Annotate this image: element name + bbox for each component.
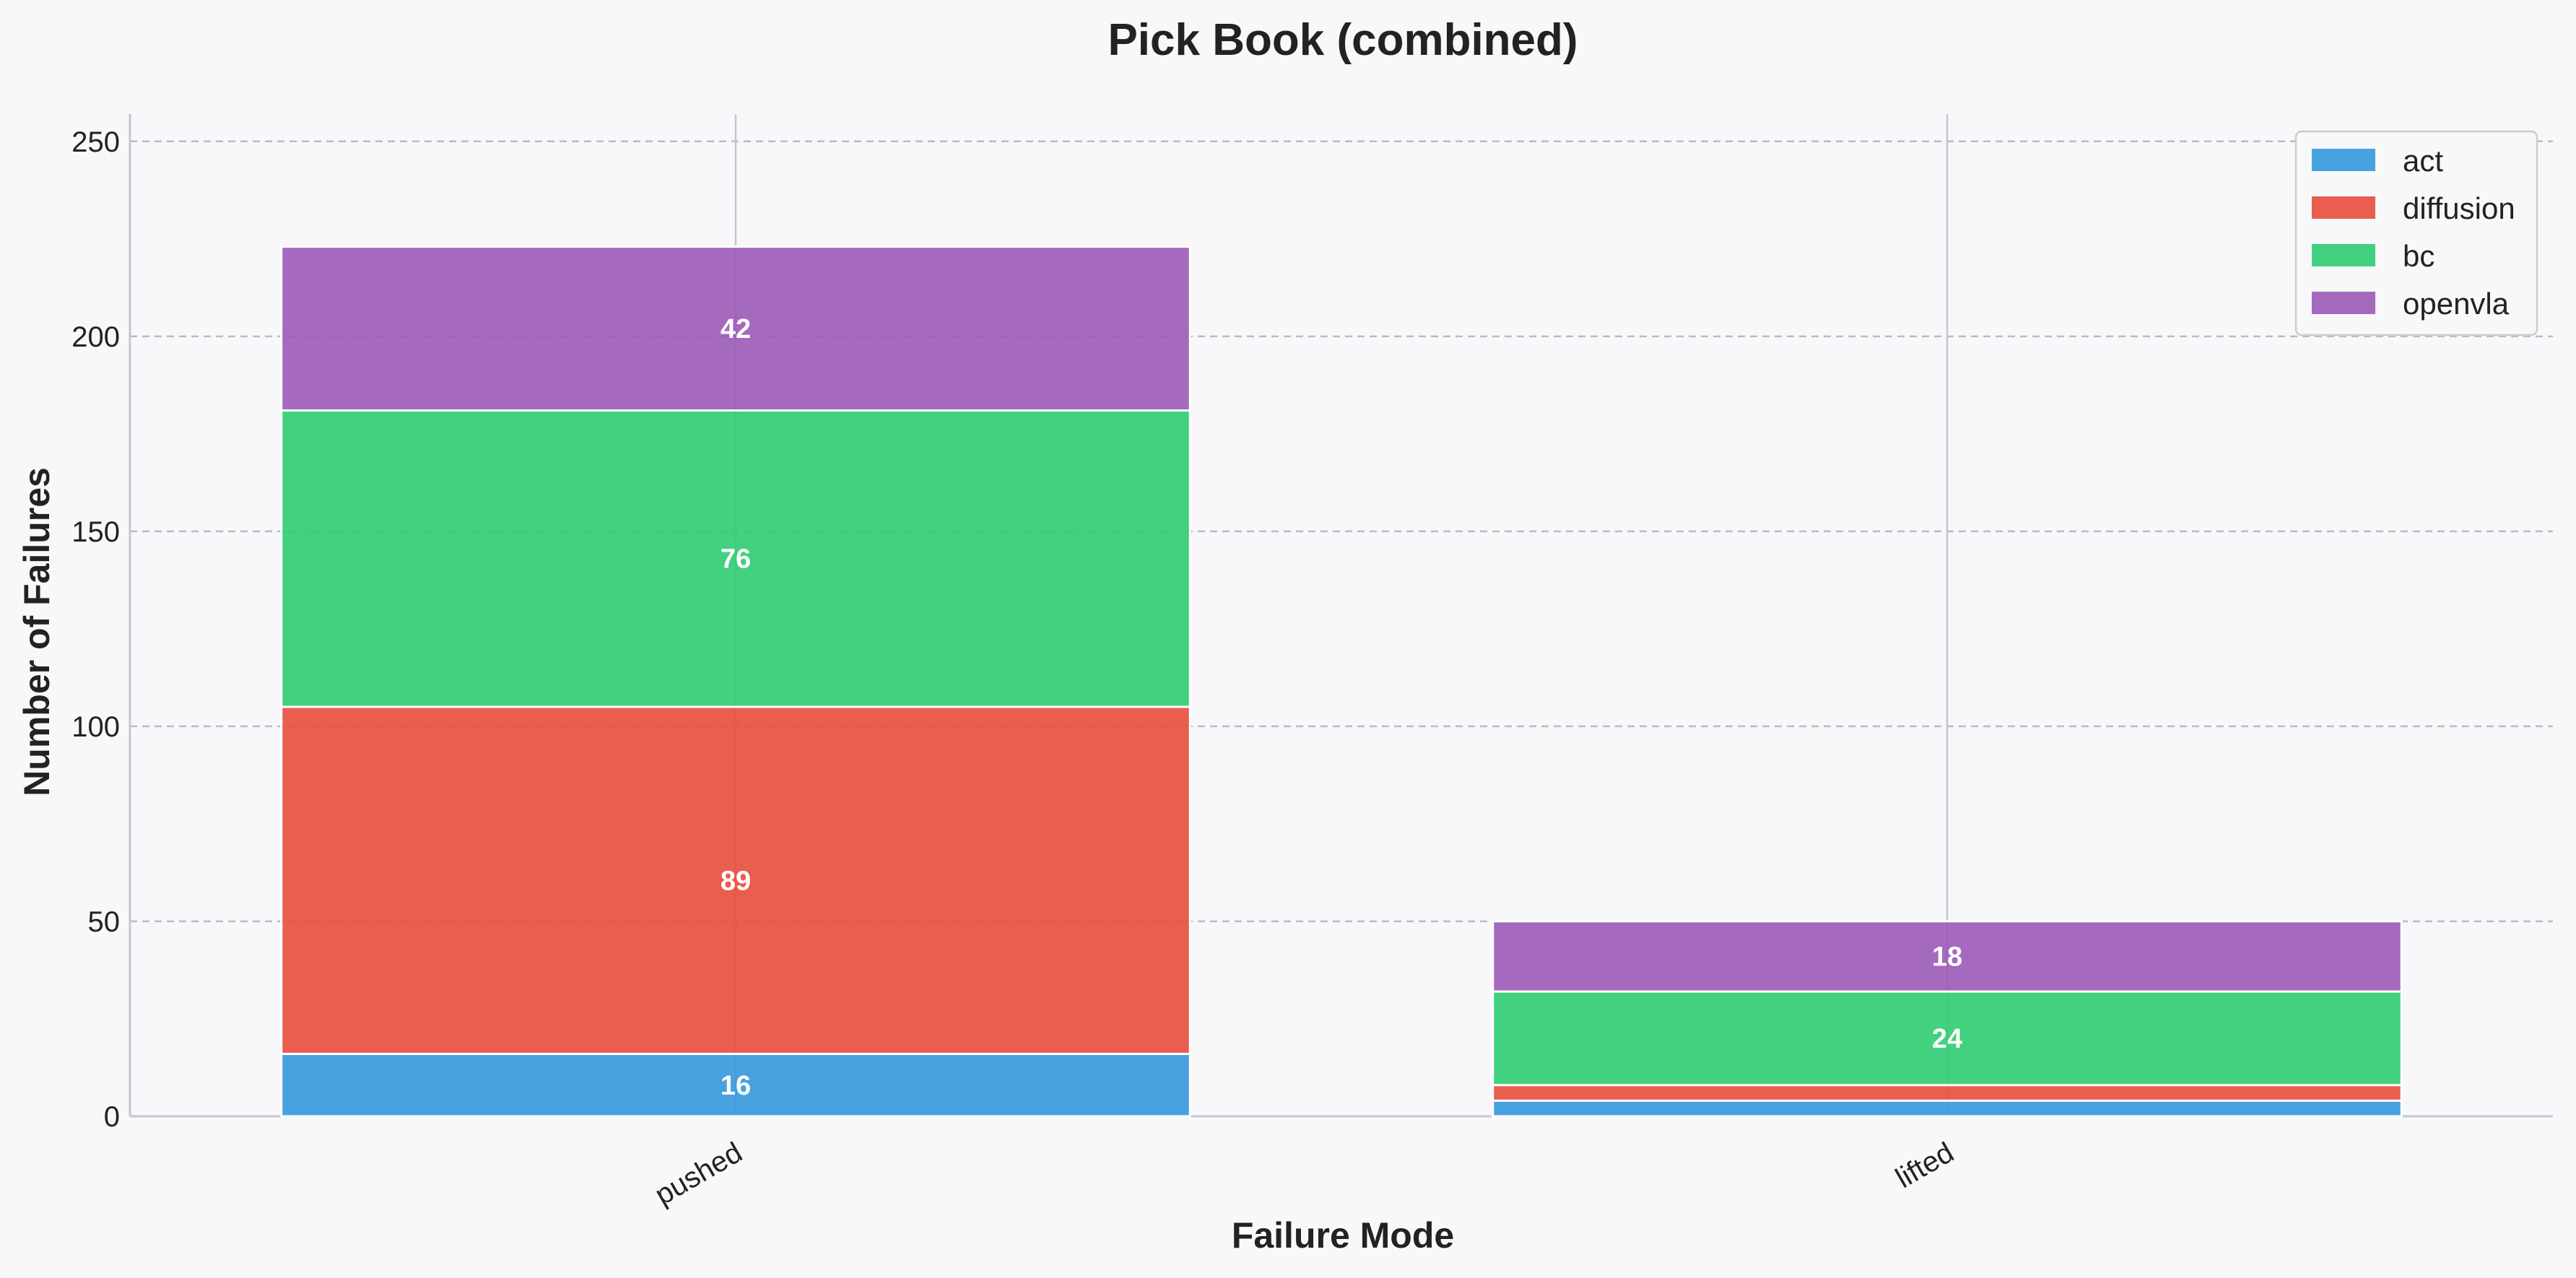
legend-swatch-openvla bbox=[2312, 292, 2375, 314]
data-label: 18 bbox=[1932, 942, 1962, 973]
legend-swatch-diffusion bbox=[2312, 196, 2375, 219]
legend-swatch-act bbox=[2312, 149, 2375, 171]
y-tick-label: 0 bbox=[104, 1101, 120, 1133]
chart-title: Pick Book (combined) bbox=[1108, 15, 1578, 65]
legend-label-bc: bc bbox=[2403, 239, 2434, 273]
bar-act-lifted bbox=[1492, 1099, 2403, 1118]
x-tick-label: pushed bbox=[650, 1136, 748, 1212]
data-label: 16 bbox=[721, 1071, 751, 1101]
y-tick-labels: 0 50 100 150 200 250 bbox=[71, 126, 120, 1133]
y-tick-label: 50 bbox=[88, 906, 121, 938]
bar-bc-pushed bbox=[280, 409, 1191, 708]
bar-act-pushed bbox=[280, 1053, 1191, 1118]
bar-bc-lifted bbox=[1492, 990, 2403, 1087]
x-axis-label: Failure Mode bbox=[1232, 1215, 1454, 1256]
legend-label-act: act bbox=[2403, 144, 2443, 178]
legend: act diffusion bc openvla bbox=[2294, 130, 2538, 336]
legend-swatch-bc bbox=[2312, 244, 2375, 266]
bar-openvla-lifted bbox=[1492, 920, 2403, 993]
bars bbox=[280, 245, 2403, 1118]
y-tick-label: 100 bbox=[71, 711, 120, 743]
y-tick-label: 250 bbox=[71, 126, 120, 158]
legend-label-diffusion: diffusion bbox=[2403, 191, 2515, 225]
y-tick-label: 150 bbox=[71, 516, 120, 548]
bar-diffusion-lifted bbox=[1492, 1084, 2403, 1102]
x-tick-label: lifted bbox=[1890, 1136, 1959, 1194]
data-label: 89 bbox=[721, 866, 751, 896]
legend-label-openvla: openvla bbox=[2403, 287, 2510, 321]
y-tick-label: 200 bbox=[71, 321, 120, 353]
data-label: 42 bbox=[721, 314, 751, 344]
y-axis-label: Number of Failures bbox=[17, 467, 57, 796]
bar-openvla-pushed bbox=[280, 245, 1191, 412]
legend-box bbox=[2294, 130, 2538, 336]
data-label: 24 bbox=[1932, 1024, 1962, 1054]
data-labels: 16 89 76 42 24 18 bbox=[721, 314, 1962, 1101]
x-tick-labels: pushed lifted bbox=[650, 1136, 1959, 1212]
data-label: 76 bbox=[721, 544, 751, 575]
